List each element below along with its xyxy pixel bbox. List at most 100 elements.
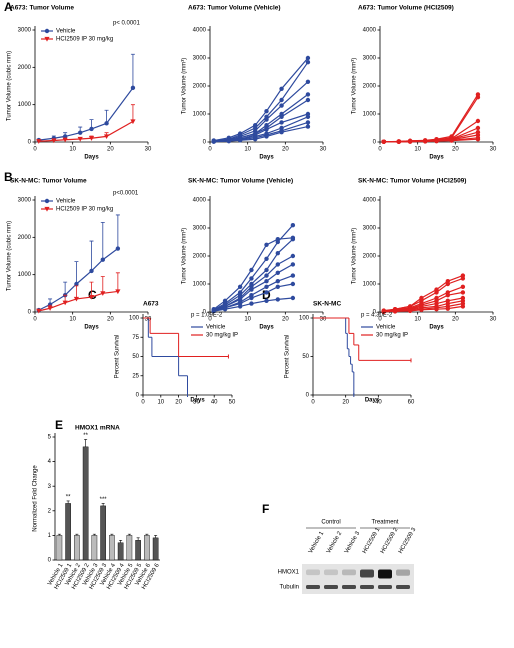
y-axis-label: Tumor Volume (mm³) — [182, 58, 188, 114]
y-axis-label: Tumor Volume (mm³) — [352, 58, 358, 114]
x-tick-label: 20 — [107, 147, 114, 153]
y-tick-label: 1000 — [18, 102, 32, 108]
bar — [91, 535, 98, 561]
x-tick-label: 20 — [282, 317, 289, 323]
band — [396, 585, 410, 589]
lane-label: HCI2509 2 — [380, 526, 400, 554]
marker — [305, 114, 311, 120]
error-bar — [66, 500, 70, 504]
marker — [419, 307, 424, 312]
marker — [78, 130, 83, 135]
bar — [109, 535, 115, 561]
y-tick-label: 1000 — [193, 282, 207, 288]
error-bar — [130, 104, 135, 122]
significance: ** — [83, 433, 88, 439]
error-bar — [74, 261, 79, 284]
x-tick-label: 10 — [244, 317, 251, 323]
error-bar — [136, 537, 140, 541]
x-tick-label: 30 — [490, 317, 497, 323]
marker — [279, 130, 284, 135]
marker — [460, 304, 466, 309]
x-tick-label: 20 — [452, 317, 459, 323]
y-axis-label: Tumor Volume (mm³) — [182, 228, 188, 284]
marker — [77, 136, 83, 142]
x-tick-label: 10 — [69, 317, 76, 323]
marker — [115, 246, 121, 251]
significance: ** — [66, 495, 71, 501]
p-value: p = 1.09E-2 — [191, 313, 223, 319]
marker — [237, 138, 243, 143]
x-tick-label: 0 — [33, 317, 37, 323]
error-bar — [115, 214, 120, 249]
x-axis-label: Days — [84, 325, 99, 331]
chart-title: A673: Tumor Volume — [10, 5, 74, 12]
lane-label: Vehicle 3 — [344, 530, 362, 555]
y-tick-label: 0 — [28, 140, 32, 146]
bar — [82, 446, 89, 561]
marker — [392, 309, 398, 314]
p-value: p< 0.0001 — [113, 21, 141, 27]
marker — [305, 60, 311, 65]
marker — [290, 253, 296, 259]
marker — [305, 120, 311, 125]
series-line — [213, 57, 309, 142]
error-bar — [115, 272, 120, 292]
marker — [249, 276, 254, 281]
legend-label: HCI2509 IP 30 mg/kg — [56, 207, 113, 213]
y-tick-label: 25 — [132, 373, 139, 379]
y-tick-label: 3000 — [193, 226, 207, 232]
marker — [264, 267, 269, 273]
x-tick-label: 30 — [145, 147, 152, 153]
error-bar — [127, 533, 131, 536]
y-tick-label: 3000 — [18, 198, 32, 204]
legend-label: 30 mg/kg IP — [376, 333, 408, 339]
panel-label: D — [262, 288, 271, 302]
y-tick-label: 3000 — [193, 56, 207, 62]
marker — [279, 103, 284, 108]
error-bar — [100, 222, 105, 260]
y-tick-label: 2000 — [18, 65, 32, 71]
marker — [445, 306, 450, 311]
marker — [89, 126, 94, 132]
x-axis-label: Days — [84, 155, 99, 161]
error-bar — [84, 439, 88, 447]
marker — [264, 273, 269, 278]
group-label: Control — [321, 520, 340, 526]
x-tick-label: 40 — [375, 400, 382, 406]
y-tick-label: 3 — [48, 484, 52, 490]
series-line — [38, 87, 134, 141]
error-bar — [75, 533, 79, 536]
marker — [100, 291, 106, 296]
x-tick-label: 30 — [490, 147, 497, 153]
y-axis-label: Tumor Volume (cubic mm) — [7, 221, 13, 291]
marker — [460, 290, 466, 295]
marker — [88, 136, 95, 141]
marker — [89, 268, 94, 274]
error-bar — [101, 503, 105, 506]
x-tick-label: 20 — [452, 147, 459, 153]
x-tick-label: 0 — [378, 147, 382, 153]
marker — [275, 251, 280, 256]
significance: *** — [100, 497, 108, 503]
marker — [104, 121, 109, 126]
error-bar — [154, 535, 158, 538]
x-tick-label: 0 — [378, 317, 382, 323]
bar — [117, 542, 124, 561]
marker — [264, 298, 269, 303]
blot-membrane — [302, 564, 414, 594]
x-tick-label: 0 — [141, 400, 145, 406]
y-tick-label: 75 — [132, 335, 139, 341]
marker — [279, 86, 284, 92]
x-tick-label: 60 — [408, 400, 415, 406]
legend-label: HCI2509 IP 30 mg/kg — [56, 37, 113, 43]
error-bar — [130, 53, 135, 88]
band — [306, 569, 320, 576]
bar — [100, 505, 106, 561]
lane-label: HCI2509 3 — [398, 526, 418, 554]
chart-title: SK-N-MC: Tumor Volume — [10, 178, 87, 185]
y-tick-label: 50 — [132, 354, 139, 360]
marker — [47, 306, 53, 311]
x-tick-label: 20 — [175, 400, 182, 406]
marker — [290, 273, 296, 278]
marker — [62, 137, 68, 143]
